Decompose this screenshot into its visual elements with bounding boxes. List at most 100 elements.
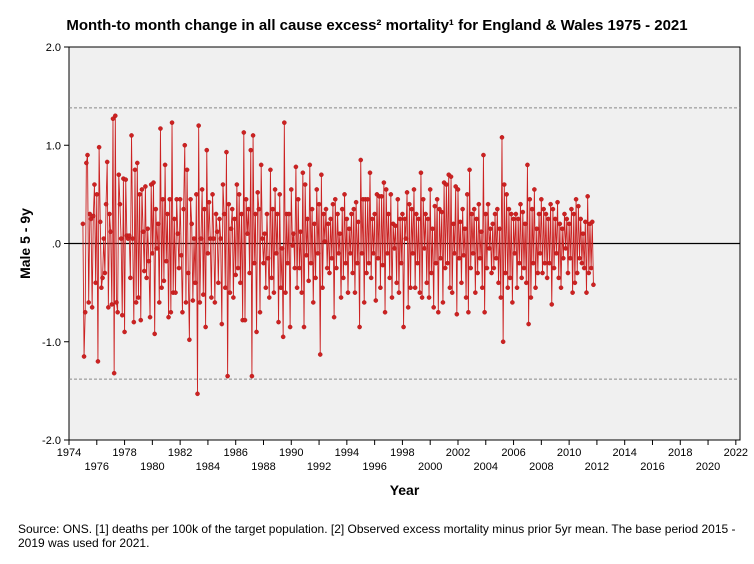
data-point [506,206,512,212]
data-point [180,309,185,315]
data-point [591,282,596,288]
data-point [134,160,140,166]
data-point [497,226,502,232]
data-point [80,221,86,227]
data-point [308,260,314,266]
data-point [400,211,405,217]
data-point [332,196,338,202]
data-point [322,239,328,244]
data-point [485,201,491,207]
data-point [279,246,285,251]
data-point [256,206,262,212]
data-point [581,265,587,271]
data-point [481,152,486,158]
data-point [96,144,102,150]
data-point [556,275,562,281]
data-point [517,260,522,266]
data-point [416,216,421,222]
data-point [412,285,418,291]
data-point [329,255,335,261]
data-point [321,211,326,217]
data-point [424,280,430,286]
data-point [435,309,441,315]
data-point [95,359,101,364]
data-point [250,133,256,138]
data-point [310,300,316,305]
data-point [109,302,115,307]
data-point [527,196,533,202]
data-point [317,352,323,357]
data-point [337,231,343,236]
data-point [264,211,270,217]
data-point [433,260,439,266]
data-point [344,216,350,222]
data-point [111,370,117,376]
data-point [178,252,184,258]
y-tick-label: 2.0 [46,42,61,54]
data-point [319,172,324,178]
data-point [228,226,234,232]
data-point [409,206,414,212]
data-point [335,211,340,217]
data-point [222,285,228,291]
data-point [118,236,124,241]
data-point [195,391,200,397]
data-point [343,260,348,266]
data-point [93,280,98,286]
data-point [445,260,450,266]
data-point [191,236,197,241]
data-point [341,275,346,281]
data-point [276,319,281,325]
data-point [204,147,210,153]
data-point [241,130,247,135]
data-point [275,211,280,217]
y-axis-label: Male 5 - 9y [17,208,33,279]
data-point [470,251,476,256]
data-point [563,246,568,251]
data-point [181,206,186,212]
x-tick-label: 1984 [196,461,220,473]
data-point [314,187,320,192]
data-point [454,311,460,317]
y-tick-label: -1.0 [42,337,61,349]
data-point [486,246,492,251]
data-point [167,196,173,202]
data-point [295,196,301,202]
data-point [297,265,302,271]
data-point [113,113,118,119]
data-point [210,192,215,197]
data-point [419,295,425,300]
data-point [114,300,119,305]
data-point [334,265,339,271]
data-point [534,226,540,232]
data-point [490,221,496,227]
data-point [408,285,413,291]
x-tick-label: 2020 [696,461,720,473]
data-point [521,265,527,271]
data-point [231,295,236,300]
data-point [133,300,139,305]
data-point [138,317,144,323]
data-point [488,226,493,232]
data-point [336,251,342,256]
x-tick-label: 2012 [585,461,609,473]
data-point [551,265,557,271]
data-point [404,190,410,195]
data-point [339,206,345,212]
data-point [439,209,445,215]
data-point [248,147,254,153]
data-point [277,192,283,197]
data-point [234,182,240,187]
data-point [108,229,113,235]
data-point [398,260,404,266]
data-point [349,211,354,217]
data-point [452,251,457,256]
data-point [278,285,284,291]
data-point [257,309,263,315]
data-point [352,290,358,295]
data-point [423,211,428,217]
data-point [298,229,303,235]
data-point [338,295,344,300]
data-point [438,255,443,261]
data-point [266,295,272,300]
